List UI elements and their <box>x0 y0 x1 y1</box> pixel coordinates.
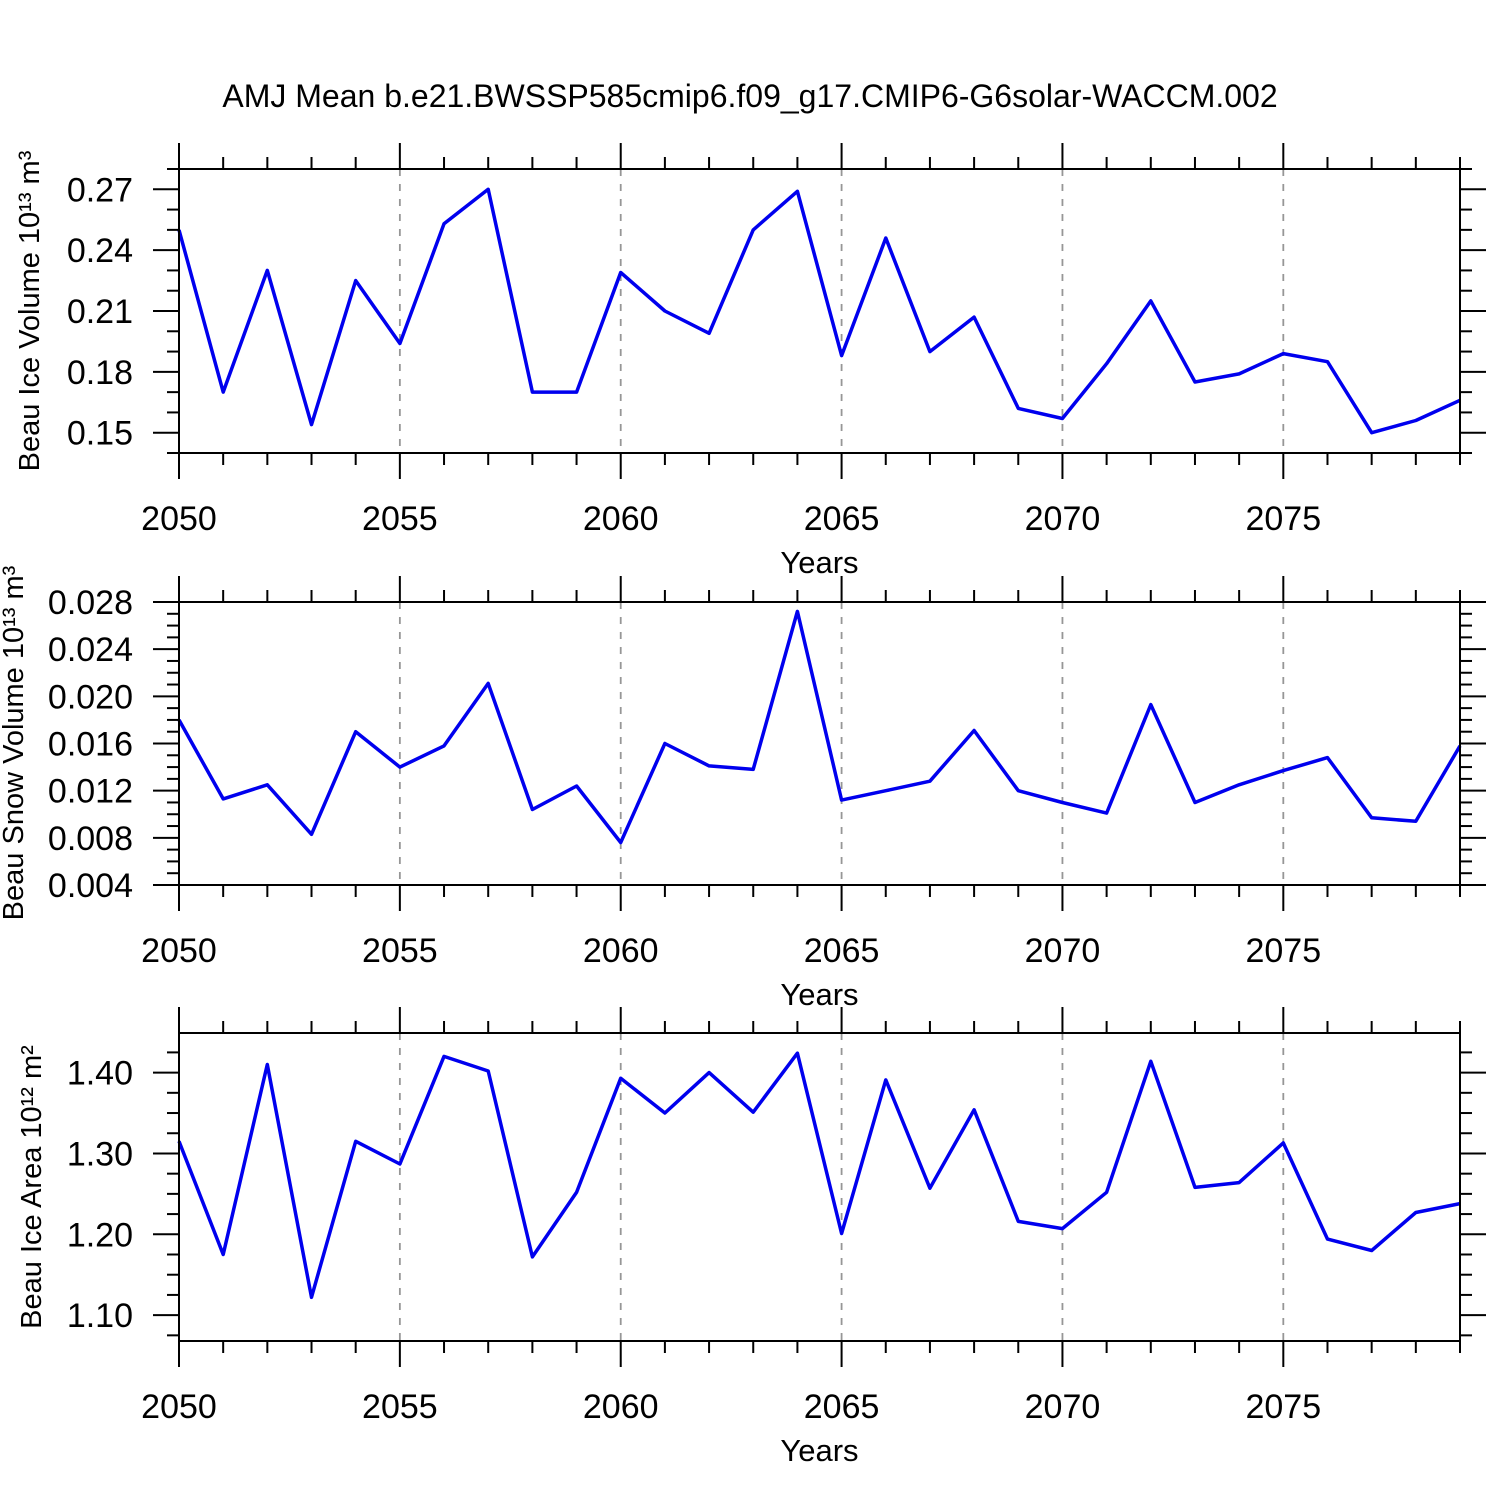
x-tick-label: 2050 <box>141 1388 217 1426</box>
x-tick-label: 2075 <box>1245 500 1321 538</box>
x-axis-title-years-1: Years <box>780 545 859 580</box>
y-tick-label: 0.008 <box>48 820 133 858</box>
x-tick-label: 2070 <box>1025 500 1101 538</box>
x-tick-label: 2050 <box>141 500 217 538</box>
y-tick-label: 1.30 <box>67 1135 133 1173</box>
y-tick-label: 0.15 <box>67 415 133 453</box>
x-tick-label: 2060 <box>583 1388 659 1426</box>
y-tick-label: 0.028 <box>48 584 133 622</box>
y-tick-label: 0.27 <box>67 171 133 209</box>
plot-frame <box>178 168 1461 454</box>
x-tick-label: 2070 <box>1025 1388 1101 1426</box>
plot-beau-ice-area: 2050 2055 2060 2065 2070 2075 1.10 1.20 1.30 1.40 <box>67 1007 1486 1426</box>
data-line <box>177 187 1461 435</box>
x-tick-label: 2070 <box>1025 932 1101 970</box>
plot-beau-ice-volume: 2050 2055 2060 2065 2070 2075 0.15 0.18 0.21 0.24… <box>67 143 1486 538</box>
y-tick-label: 0.024 <box>48 631 133 669</box>
y-tick-label: 0.21 <box>67 293 133 331</box>
x-tick-label: 2075 <box>1245 932 1321 970</box>
x-axis-title-years-3: Years <box>780 1433 859 1468</box>
x-axis-title-years-2: Years <box>780 977 859 1012</box>
x-tick-label: 2055 <box>362 1388 438 1426</box>
x-tick-label: 2075 <box>1245 1388 1321 1426</box>
y-axis-title-snow-volume: Beau Snow Volume 10¹³ m³ <box>0 565 30 921</box>
x-tick-label: 2055 <box>362 932 438 970</box>
y-axis-title-ice-volume: Beau Ice Volume 10¹³ m³ <box>14 150 46 472</box>
x-tick-label: 2060 <box>583 500 659 538</box>
x-tick-label: 2065 <box>804 500 880 538</box>
y-tick-label: 1.10 <box>67 1297 133 1335</box>
y-tick-label: 1.20 <box>67 1216 133 1254</box>
y-tick-label: 0.18 <box>67 354 133 392</box>
x-tick-label: 2065 <box>804 932 880 970</box>
x-tick-label: 2065 <box>804 1388 880 1426</box>
x-tick-label: 2050 <box>141 932 217 970</box>
data-line <box>177 1051 1461 1300</box>
plot-beau-snow-volume: 2050 2055 2060 2065 2070 2075 0.004 0.008 0.012 0… <box>48 576 1486 970</box>
y-tick-label: 0.020 <box>48 678 133 716</box>
plot-frame <box>178 1032 1461 1342</box>
figure-title: AMJ Mean b.e21.BWSSP585cmip6.f09_g17.CMI… <box>222 78 1278 114</box>
y-tick-label: 0.004 <box>48 867 133 905</box>
y-tick-label: 0.016 <box>48 726 133 764</box>
y-tick-label: 1.40 <box>67 1055 133 1093</box>
x-tick-label: 2060 <box>583 932 659 970</box>
y-tick-label: 0.24 <box>67 232 133 270</box>
y-tick-label: 0.012 <box>48 773 133 811</box>
x-tick-label: 2055 <box>362 500 438 538</box>
y-axis-title-ice-area: Beau Ice Area 10¹² m² <box>16 1045 48 1329</box>
data-line <box>177 609 1462 845</box>
